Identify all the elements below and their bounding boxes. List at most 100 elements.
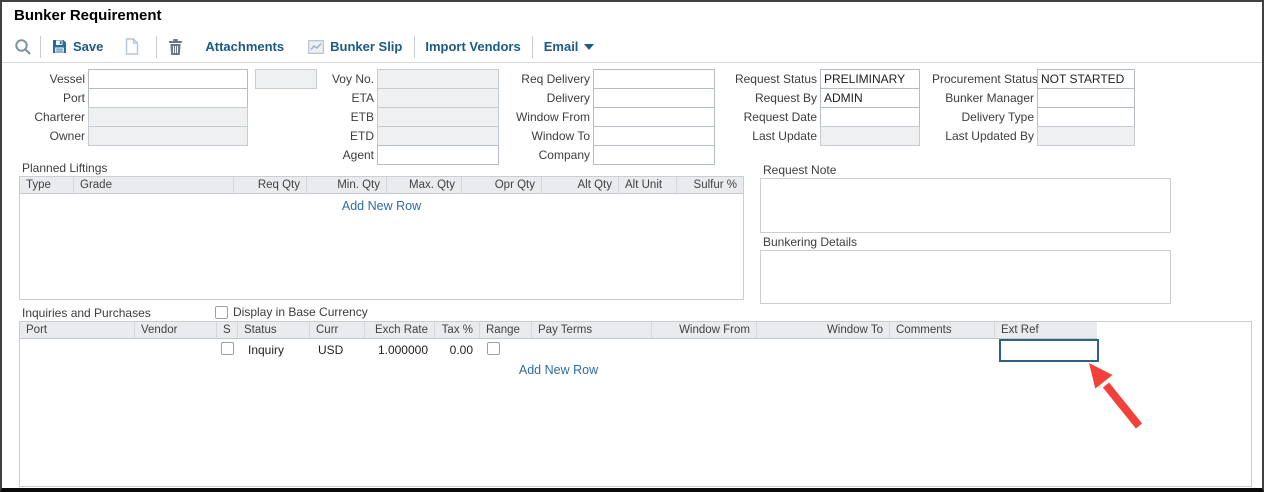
request-note-textarea[interactable]: [760, 178, 1171, 233]
cell-range: [480, 342, 532, 358]
cell-exch-rate[interactable]: 1.000000: [377, 343, 428, 357]
delete-button[interactable]: [169, 38, 183, 55]
search-button[interactable]: [14, 38, 32, 56]
column-header-range: Range: [480, 322, 532, 338]
bunkering-details-label: Bunkering Details: [763, 235, 858, 249]
vessel-input[interactable]: [88, 69, 248, 89]
agent-input[interactable]: [377, 145, 499, 165]
email-dropdown-button[interactable]: Email: [544, 39, 595, 54]
column-header-curr: Curr: [310, 322, 365, 338]
bunker-manager-label: Bunker Manager: [945, 91, 1034, 105]
vessel-field-group: Vessel Port Charterer Owner: [12, 69, 248, 146]
request-date-input[interactable]: [820, 107, 920, 127]
req-delivery-input[interactable]: [593, 69, 715, 89]
toolbar-divider: [531, 35, 533, 58]
save-button[interactable]: Save: [52, 39, 103, 54]
company-input[interactable]: [593, 145, 715, 165]
chart-icon: [308, 39, 325, 54]
agent-label: Agent: [342, 148, 374, 162]
etb-label: ETB: [350, 110, 374, 124]
company-label: Company: [538, 148, 590, 162]
display-in-base-currency-label: Display in Base Currency: [233, 305, 368, 319]
chevron-down-icon: [584, 43, 595, 50]
s-checkbox[interactable]: [221, 342, 234, 355]
column-header-opr-qty: Opr Qty: [462, 177, 542, 193]
toolbar: Save Attachments Bunker Slip Import Vend…: [2, 31, 1262, 63]
planned-liftings-title: Planned Liftings: [22, 161, 108, 175]
search-icon: [14, 38, 32, 56]
port-input[interactable]: [88, 88, 248, 108]
bunkering-details-textarea[interactable]: [760, 250, 1171, 304]
column-header-sulfur: Sulfur %: [693, 179, 737, 191]
new-document-button[interactable]: [125, 38, 139, 55]
column-header-tax: Tax %: [435, 322, 480, 338]
last-updated-by-input: [1037, 126, 1135, 146]
new-document-icon: [125, 38, 139, 55]
display-in-base-currency-checkbox[interactable]: [215, 305, 228, 319]
procurement-status-input[interactable]: [1037, 69, 1135, 89]
column-header-type: Type: [20, 177, 74, 193]
column-header-grade: Grade: [74, 177, 234, 193]
window-from-input[interactable]: [593, 107, 715, 127]
owner-label: Owner: [49, 129, 85, 143]
column-header-req-qty: Req Qty: [234, 177, 307, 193]
inquiries-header-row: Port Vendor S Status Curr Exch Rate Tax …: [20, 322, 1097, 339]
column-header-alt-unit: Alt Unit: [619, 177, 677, 193]
req-delivery-label: Req Delivery: [521, 72, 590, 86]
trash-icon: [169, 38, 183, 55]
attachments-label: Attachments: [205, 39, 285, 54]
column-header-alt-qty: Alt Qty: [542, 177, 619, 193]
column-header-status: Status: [238, 322, 310, 338]
cell-status[interactable]: Inquiry: [248, 343, 285, 357]
planned-liftings-header-row: Type Grade Req Qty Min. Qty Max. Qty Opr…: [20, 177, 743, 194]
column-header-exch-rate: Exch Rate: [365, 322, 435, 338]
etb-input: [377, 107, 499, 127]
cell-curr[interactable]: USD: [318, 343, 344, 357]
column-header-window-to: Window To: [757, 322, 890, 338]
attachments-button[interactable]: Attachments: [205, 39, 284, 54]
window-to-label: Window To: [531, 129, 590, 143]
range-checkbox[interactable]: [487, 342, 500, 355]
save-label: Save: [73, 39, 104, 54]
voyage-field-group: Voy No. ETA ETB ETD Agent: [302, 69, 499, 165]
column-header-vendor: Vendor: [135, 322, 217, 338]
charterer-input: [88, 107, 248, 127]
bunker-slip-button[interactable]: Bunker Slip: [308, 39, 402, 54]
import-vendors-label: Import Vendors: [425, 39, 521, 54]
cell-tax[interactable]: 0.00: [449, 343, 473, 357]
delivery-input[interactable]: [593, 88, 715, 108]
window-to-input[interactable]: [593, 126, 715, 146]
page-title: Bunker Requirement: [14, 7, 162, 24]
delivery-type-label: Delivery Type: [961, 110, 1034, 124]
last-updated-by-label: Last Updated By: [945, 129, 1034, 143]
request-by-input[interactable]: [820, 88, 920, 108]
vessel-code-input: [255, 69, 317, 89]
column-header-pay-terms: Pay Terms: [532, 322, 652, 338]
email-label: Email: [543, 39, 579, 54]
display-in-base-currency-option: Display in Base Currency: [215, 305, 368, 319]
etd-label: ETD: [350, 129, 374, 143]
ext-ref-input-focused[interactable]: [999, 339, 1099, 362]
procurement-field-group: Procurement Status Bunker Manager Delive…: [932, 69, 1135, 146]
voy-no-input: [377, 69, 499, 89]
delivery-label: Delivery: [546, 91, 590, 105]
eta-input: [377, 88, 499, 108]
column-header-port: Port: [20, 322, 135, 338]
last-update-label: Last Update: [752, 129, 817, 143]
inquiries-add-new-row-link[interactable]: Add New Row: [518, 363, 599, 377]
planned-liftings-add-new-row-link[interactable]: Add New Row: [341, 199, 422, 213]
bunker-slip-label: Bunker Slip: [330, 39, 403, 54]
column-header-ext-ref: Ext Ref: [1001, 324, 1039, 336]
planned-liftings-panel: Type Grade Req Qty Min. Qty Max. Qty Opr…: [19, 176, 744, 300]
eta-label: ETA: [351, 91, 374, 105]
window-from-label: Window From: [515, 110, 590, 124]
column-header-min-qty: Min. Qty: [307, 177, 387, 193]
request-status-input[interactable]: [820, 69, 920, 89]
inquiries-panel: Port Vendor S Status Curr Exch Rate Tax …: [19, 321, 1252, 487]
bunker-manager-input[interactable]: [1037, 88, 1135, 108]
import-vendors-button[interactable]: Import Vendors: [425, 39, 520, 54]
inquiry-table-row: Inquiry USD 1.000000 0.00: [20, 339, 1097, 361]
request-by-label: Request By: [754, 91, 817, 105]
delivery-type-input[interactable]: [1037, 107, 1135, 127]
